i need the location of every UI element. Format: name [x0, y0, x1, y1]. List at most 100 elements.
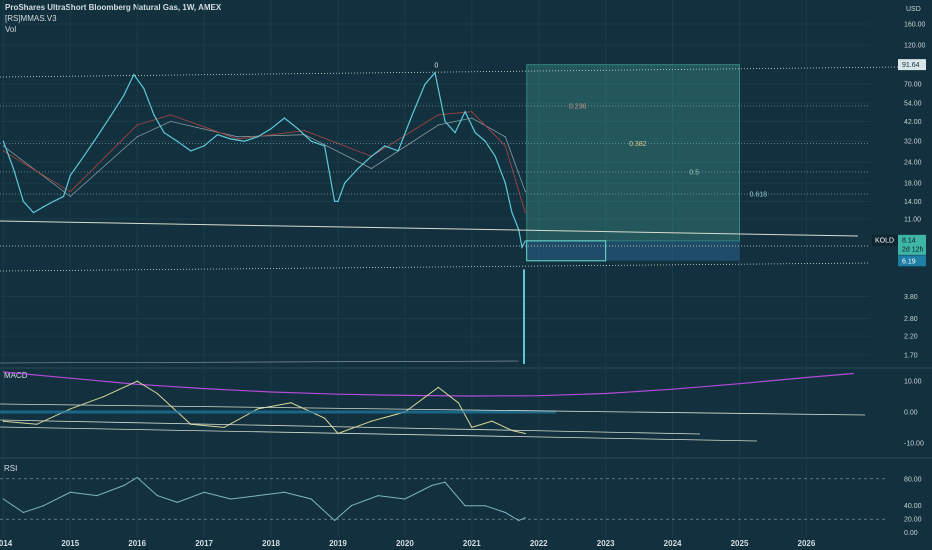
rsi-line-point [203, 491, 205, 493]
price-line-point [484, 140, 486, 142]
macd-line-point [136, 380, 138, 382]
fib-label: 0.382 [629, 141, 647, 148]
macd-line-point [323, 417, 326, 419]
current-price: 8.14 [902, 237, 916, 244]
x-tick-label: 2026 [798, 539, 816, 548]
price-line-point [397, 150, 399, 152]
y-tick-label: 14.00 [904, 199, 922, 206]
rsi-line-point [176, 501, 178, 503]
rsi-line-point [283, 491, 286, 493]
rsi-tick-label: 0.00 [904, 530, 918, 537]
entry-box [526, 240, 607, 262]
ma-red-line-point [236, 138, 239, 140]
price-line-point [243, 140, 245, 142]
price-line-point [133, 73, 135, 76]
price-line-point [464, 111, 466, 113]
price-badge-high: 91.64 [902, 62, 920, 69]
price-line [2, 71, 526, 250]
price-line-point [270, 128, 272, 130]
macd-line-point [69, 408, 71, 410]
macd-line-point [290, 402, 292, 404]
macd-ma-line-point [136, 383, 138, 385]
price-line-point [83, 155, 85, 157]
x-tick-label: 2015 [61, 539, 79, 548]
x-tick-label: 2020 [396, 539, 414, 548]
price-line-point [153, 114, 155, 116]
y-tick-label: 3.80 [904, 294, 918, 301]
rsi-line-point [518, 519, 520, 522]
x-tick-label: 2023 [597, 539, 615, 548]
ma-gray-line-point [471, 117, 473, 119]
volume-baseline [0, 360, 519, 364]
macd-line-point [257, 408, 259, 410]
price-badge-high-bg [898, 59, 926, 71]
rsi-line-point [444, 481, 446, 483]
y-tick-label: 32.00 [904, 139, 922, 146]
rsi-line-point [310, 498, 312, 500]
macd-tick-label: -10.00 [904, 440, 924, 447]
x-tick-label: 2014 [0, 539, 13, 548]
rsi-line-point [431, 484, 433, 487]
ma-red-line-point [437, 114, 439, 116]
macd-ma-line-point [738, 383, 741, 385]
channel-top-line [0, 66, 901, 78]
peak-marker: 0 [434, 63, 438, 70]
price-line-point [203, 145, 205, 147]
x-tick-label: 2025 [731, 539, 749, 548]
rsi-tick-label: 40.00 [904, 503, 922, 510]
ma-gray-line-point [236, 136, 239, 138]
macd-line-point [491, 420, 493, 422]
price-line-point [216, 134, 219, 136]
ma-gray-line-point [69, 195, 71, 197]
macd-ma-line-point [404, 394, 406, 396]
macd-ma-line-point [471, 395, 473, 397]
price-line-point [474, 132, 476, 134]
price-line-point [283, 117, 286, 119]
y-tick-label: 11.00 [904, 216, 921, 223]
y-tick-label: 18.00 [904, 181, 922, 188]
volume-label: Vol [5, 25, 17, 34]
price-line-point [257, 136, 259, 138]
x-tick-label: 2018 [262, 539, 280, 548]
y-tick-label: 24.00 [904, 160, 922, 167]
ticker-symbol-bg [872, 234, 898, 246]
macd-ma-line-point [605, 392, 607, 395]
ma-gray-line-point [437, 124, 439, 126]
price-line-point [297, 128, 299, 130]
macd-ma-line-point [671, 388, 674, 390]
macd-trendline-1 [0, 403, 866, 416]
price-line-point [504, 182, 506, 184]
rsi-line-point [504, 511, 506, 514]
price-line-point [424, 83, 426, 85]
price-line-point [2, 140, 4, 142]
ma-red-line-point [2, 150, 4, 152]
y-tick-label: 54.00 [904, 101, 922, 108]
fib-label: 0.236 [569, 103, 587, 110]
rsi-line-point [69, 491, 71, 493]
price-line-point [190, 150, 192, 152]
price-line-point [310, 140, 312, 142]
ma-gray-line [3, 117, 526, 197]
macd-line-point [457, 402, 460, 404]
overlay-lines [0, 66, 901, 442]
y-tick-label: 1.70 [904, 352, 918, 359]
price-line-point [370, 155, 373, 157]
price-line-point [337, 200, 339, 202]
price-line-point [123, 94, 125, 97]
fib-label: 0.5 [689, 169, 699, 176]
macd-line-point [36, 423, 38, 425]
rsi-line-point [96, 495, 98, 497]
rsi-tick-label: 80.00 [904, 476, 922, 483]
price-line-point [444, 120, 446, 123]
x-tick-label: 2024 [664, 539, 682, 548]
stop-zone [526, 240, 740, 261]
ma-red-line-point [170, 114, 172, 116]
rsi-line-point [230, 498, 232, 500]
rsi-line [3, 476, 526, 522]
y-tick-label: 120.00 [904, 42, 926, 49]
price-line-point [96, 136, 98, 138]
price-line-point [410, 115, 413, 117]
macd-line-point [223, 426, 225, 428]
macd-line-point [156, 392, 158, 395]
